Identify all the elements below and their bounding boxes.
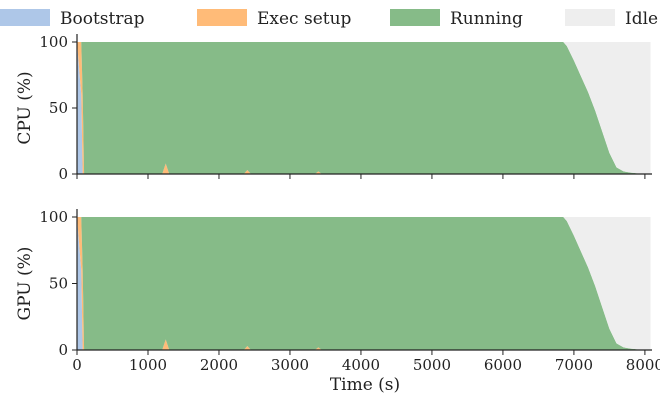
x-axis-label: Time (s): [330, 375, 400, 395]
legend-swatch-exec-setup: [197, 9, 247, 26]
legend-label-running: Running: [450, 9, 523, 29]
cpu-panel: 050100010002000300040005000600070008000C…: [15, 33, 652, 183]
y-tick-label: 100: [39, 208, 68, 226]
area-idle-gpu: [77, 217, 651, 350]
legend-swatch-bootstrap: [0, 9, 50, 26]
legend-swatch-idle: [565, 9, 615, 26]
x-tick-label: 0: [72, 356, 82, 374]
area-running-gpu: [77, 217, 651, 350]
area-idle-cpu: [77, 42, 651, 174]
legend: Bootstrap Exec setup Running Idle: [0, 9, 658, 29]
y-axis-label: CPU (%): [15, 71, 35, 144]
x-tick-label: 3000: [271, 356, 309, 374]
x-tick-label: 2000: [200, 356, 238, 374]
area-running-cpu: [77, 42, 651, 174]
legend-label-exec-setup: Exec setup: [257, 9, 352, 29]
y-tick-label: 100: [39, 33, 68, 51]
y-tick-label: 50: [49, 275, 68, 293]
y-tick-label: 0: [58, 341, 68, 359]
x-tick-label: 5000: [413, 356, 451, 374]
y-axis-label: GPU (%): [15, 247, 35, 321]
legend-label-bootstrap: Bootstrap: [60, 9, 145, 29]
legend-swatch-running: [390, 9, 440, 26]
y-tick-label: 0: [58, 165, 68, 183]
y-tick-label: 50: [49, 99, 68, 117]
x-tick-label: 8000: [626, 356, 660, 374]
x-tick-label: 6000: [484, 356, 522, 374]
legend-label-idle: Idle: [625, 9, 658, 29]
x-tick-label: 7000: [555, 356, 593, 374]
x-tick-label: 4000: [342, 356, 380, 374]
x-tick-label: 1000: [129, 356, 167, 374]
